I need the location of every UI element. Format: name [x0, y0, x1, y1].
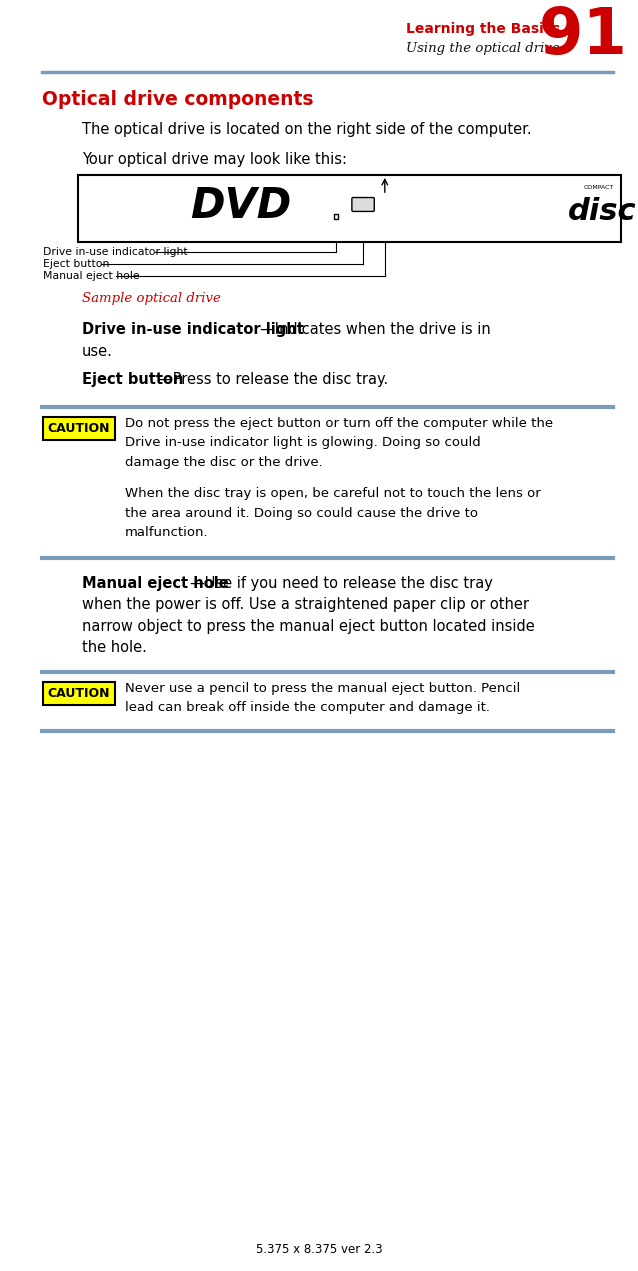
- Text: Manual eject hole: Manual eject hole: [82, 576, 229, 591]
- Text: Drive in-use indicator light is glowing. Doing so could: Drive in-use indicator light is glowing.…: [125, 436, 481, 450]
- Text: CAUTION: CAUTION: [48, 422, 110, 435]
- Text: 91: 91: [539, 5, 628, 67]
- Text: Learning the Basics: Learning the Basics: [406, 22, 560, 36]
- Text: when the power is off. Use a straightened paper clip or other: when the power is off. Use a straightene…: [82, 597, 529, 613]
- Text: —Use if you need to release the disc tray: —Use if you need to release the disc tra…: [190, 576, 493, 591]
- Text: Optical drive components: Optical drive components: [42, 90, 313, 109]
- Bar: [43, 417, 115, 441]
- Text: Eject button: Eject button: [82, 372, 184, 386]
- Text: the hole.: the hole.: [82, 641, 147, 656]
- Text: narrow object to press the manual eject button located inside: narrow object to press the manual eject …: [82, 619, 535, 634]
- Text: —Press to release the disc tray.: —Press to release the disc tray.: [158, 372, 389, 386]
- Text: use.: use.: [82, 343, 113, 358]
- Text: damage the disc or the drive.: damage the disc or the drive.: [125, 456, 323, 469]
- Text: COMPACT: COMPACT: [584, 184, 614, 189]
- Text: lead can break off inside the computer and damage it.: lead can break off inside the computer a…: [125, 702, 490, 714]
- Text: When the disc tray is open, be careful not to touch the lens or: When the disc tray is open, be careful n…: [125, 488, 541, 501]
- Text: The optical drive is located on the right side of the computer.: The optical drive is located on the righ…: [82, 122, 531, 137]
- Text: Drive in-use indicator light: Drive in-use indicator light: [43, 247, 188, 257]
- Text: Using the optical drive: Using the optical drive: [406, 42, 560, 55]
- Text: CAUTION: CAUTION: [48, 688, 110, 700]
- Text: Eject button: Eject button: [43, 259, 109, 269]
- Bar: [334, 214, 338, 219]
- Text: 5.375 x 8.375 ver 2.3: 5.375 x 8.375 ver 2.3: [256, 1243, 382, 1256]
- Text: malfunction.: malfunction.: [125, 526, 209, 539]
- Text: Sample optical drive: Sample optical drive: [82, 292, 221, 305]
- Text: the area around it. Doing so could cause the drive to: the area around it. Doing so could cause…: [125, 507, 478, 520]
- Bar: [78, 175, 621, 241]
- Text: DVD: DVD: [190, 184, 292, 226]
- Text: Your optical drive may look like this:: Your optical drive may look like this:: [82, 153, 347, 167]
- Text: —Indicates when the drive is in: —Indicates when the drive is in: [260, 322, 491, 337]
- Text: Do not press the eject button or turn off the computer while the: Do not press the eject button or turn of…: [125, 417, 553, 430]
- Text: Drive in-use indicator light: Drive in-use indicator light: [82, 322, 304, 337]
- Text: Never use a pencil to press the manual eject button. Pencil: Never use a pencil to press the manual e…: [125, 683, 520, 695]
- Bar: [43, 683, 115, 705]
- Text: Manual eject hole: Manual eject hole: [43, 271, 140, 281]
- FancyBboxPatch shape: [352, 197, 375, 211]
- Text: disc: disc: [568, 197, 636, 226]
